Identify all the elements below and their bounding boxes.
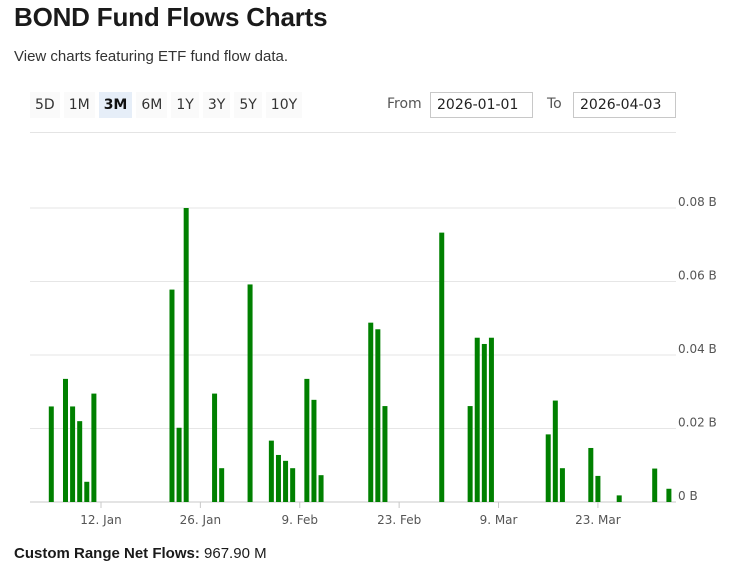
flow-bar[interactable] bbox=[311, 399, 317, 502]
from-date-input[interactable] bbox=[430, 92, 533, 118]
to-label: To bbox=[547, 96, 562, 112]
flow-bar[interactable] bbox=[474, 337, 480, 502]
net-flows-value: 967.90 M bbox=[204, 545, 267, 562]
range-button-5y[interactable]: 5Y bbox=[234, 92, 262, 118]
y-tick-label: 0.04 B bbox=[678, 342, 717, 356]
to-date-input[interactable] bbox=[573, 92, 676, 118]
flow-bar[interactable] bbox=[588, 447, 594, 502]
flow-bar[interactable] bbox=[169, 289, 175, 502]
flow-bar[interactable] bbox=[275, 454, 281, 502]
flow-bar[interactable] bbox=[552, 400, 558, 502]
page-subtitle: View charts featuring ETF fund flow data… bbox=[14, 48, 289, 65]
flow-bar[interactable] bbox=[595, 475, 601, 502]
y-tick-label: 0 B bbox=[678, 489, 698, 503]
x-tick-label: 23. Feb bbox=[377, 513, 421, 527]
flow-bar[interactable] bbox=[183, 208, 189, 502]
flow-bar[interactable] bbox=[212, 393, 218, 502]
x-tick-label: 23. Mar bbox=[575, 513, 621, 527]
flow-bar[interactable] bbox=[481, 343, 487, 502]
fund-flows-chart: 0 B 0.02 B 0.04 B 0.06 B 0.08 B 12. Jan 26. Ja… bbox=[30, 195, 717, 527]
flow-bar[interactable] bbox=[84, 481, 90, 502]
range-button-1m[interactable]: 1M bbox=[63, 92, 95, 118]
x-tick-label: 9. Feb bbox=[282, 513, 319, 527]
y-tick-label: 0.02 B bbox=[678, 416, 717, 430]
flow-bar[interactable] bbox=[219, 468, 225, 502]
flow-bar[interactable] bbox=[304, 378, 310, 502]
flow-bar[interactable] bbox=[559, 468, 565, 502]
y-tick-label: 0.06 B bbox=[678, 269, 717, 283]
flow-bar[interactable] bbox=[247, 284, 253, 502]
flow-bar[interactable] bbox=[176, 427, 182, 502]
y-tick-label: 0.08 B bbox=[678, 195, 717, 209]
range-selector: 5D 1M 3M 6M 1Y 3Y 5Y 10Y bbox=[30, 92, 303, 118]
range-button-5d[interactable]: 5D bbox=[30, 92, 60, 118]
net-flows-label: Custom Range Net Flows: bbox=[14, 545, 200, 562]
flow-bar[interactable] bbox=[290, 468, 296, 502]
range-button-3m[interactable]: 3M bbox=[98, 92, 133, 118]
page-title: BOND Fund Flows Charts bbox=[14, 2, 328, 32]
flow-bar[interactable] bbox=[48, 406, 54, 502]
from-label: From bbox=[387, 96, 422, 112]
flow-bar[interactable] bbox=[77, 421, 83, 502]
range-button-1y[interactable]: 1Y bbox=[171, 92, 199, 118]
net-flows-summary: Custom Range Net Flows: 967.90 M bbox=[14, 545, 267, 562]
x-tick-label: 9. Mar bbox=[480, 513, 518, 527]
x-tick-label: 12. Jan bbox=[80, 513, 121, 527]
flow-bar[interactable] bbox=[488, 337, 494, 502]
flow-bar[interactable] bbox=[375, 329, 381, 502]
flow-bar[interactable] bbox=[368, 322, 374, 502]
range-button-6m[interactable]: 6M bbox=[136, 92, 168, 118]
x-tick-label: 26. Jan bbox=[180, 513, 221, 527]
flow-bar[interactable] bbox=[382, 406, 388, 502]
toolbar-divider bbox=[30, 132, 676, 133]
range-button-10y[interactable]: 10Y bbox=[265, 92, 303, 118]
flow-bar[interactable] bbox=[439, 232, 445, 502]
flow-bar[interactable] bbox=[70, 406, 76, 502]
flow-bar[interactable] bbox=[666, 488, 672, 502]
range-button-3y[interactable]: 3Y bbox=[202, 92, 231, 118]
flow-bar[interactable] bbox=[268, 440, 274, 502]
flow-bar[interactable] bbox=[616, 495, 622, 502]
flow-bar[interactable] bbox=[62, 378, 68, 502]
flow-bar[interactable] bbox=[545, 434, 551, 502]
flow-bar[interactable] bbox=[91, 393, 97, 502]
flow-bar[interactable] bbox=[467, 406, 473, 502]
flow-bar[interactable] bbox=[652, 468, 658, 502]
flow-bar[interactable] bbox=[283, 460, 289, 502]
flow-bar[interactable] bbox=[318, 475, 324, 502]
